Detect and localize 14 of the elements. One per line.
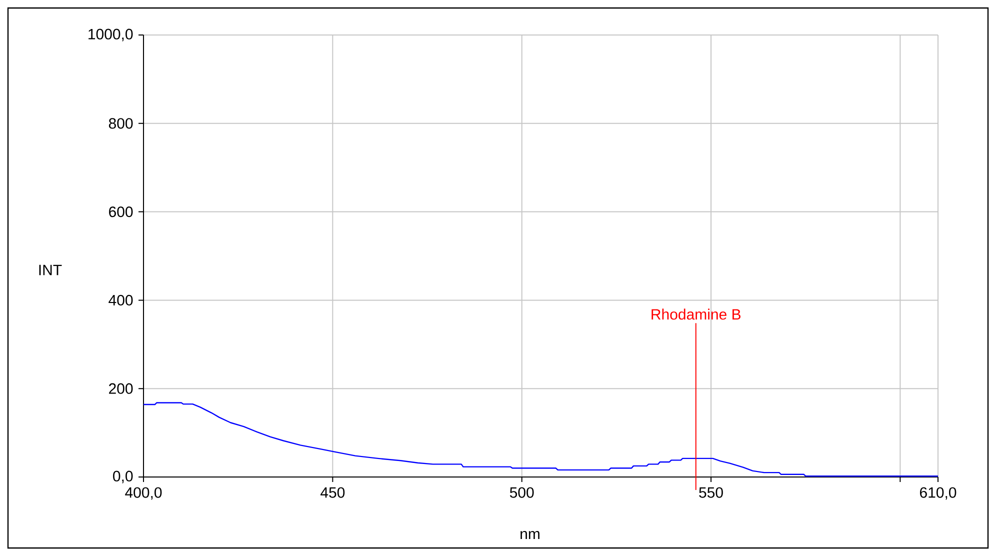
y-tick-label: 600 [109,206,133,218]
y-tick-label: 800 [108,118,133,129]
x-tick-label: 610,0 [920,487,956,500]
x-tick-label: 400,0 [125,487,162,500]
y-tick-label: 1000,0 [88,28,133,42]
y-tick-label: 0,0 [113,470,133,484]
y-axis-title: INT [39,264,62,276]
ref-line-label: Rhodamine B [652,308,740,320]
x-axis-title: nm [520,530,540,540]
x-tick-label: 450 [320,487,345,498]
x-tick-label: 550 [699,487,723,498]
x-tick-label: 500 [510,487,534,498]
y-tick-label: 400 [108,294,133,306]
y-tick-label: 200 [109,383,133,394]
